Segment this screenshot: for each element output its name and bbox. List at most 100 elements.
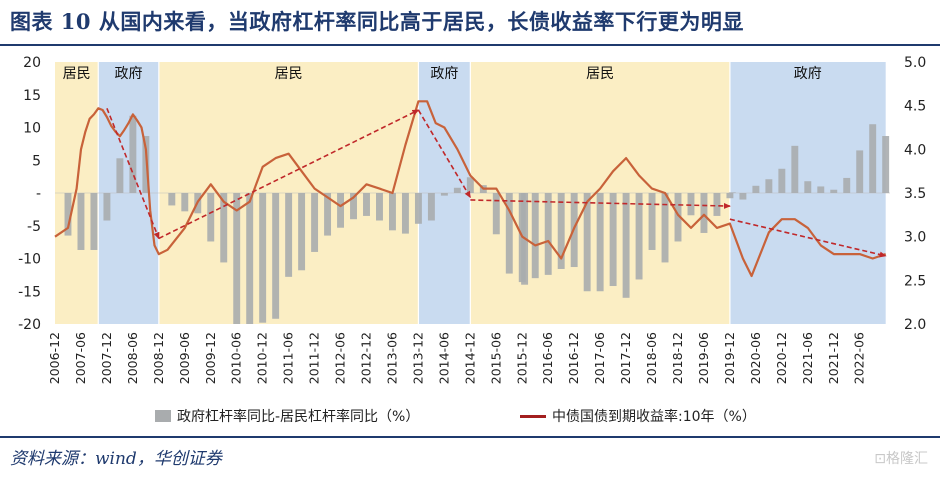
bar [830, 189, 838, 193]
x-tick-label: 2020-06 [748, 332, 763, 384]
x-tick-label: 2016-12 [566, 332, 581, 384]
bar [220, 193, 228, 263]
bar [414, 193, 422, 224]
bar [311, 193, 319, 252]
bar [856, 150, 864, 193]
bar [661, 193, 669, 263]
bar [440, 193, 448, 196]
bar [401, 193, 409, 234]
x-tick-label: 2014-12 [462, 332, 477, 384]
legend-bar-label: 政府杠杆率同比-居民杠杆率同比（%） [177, 409, 420, 425]
bar [557, 193, 565, 269]
chart: 居民 政府 居民 政府 居民 政府 20 15 10 5 - -5 -10 -15 -20 5.0 4.5 4.0… [18, 55, 926, 384]
y-left-tick-label: -20 [18, 317, 41, 333]
bar [765, 179, 773, 193]
bar [64, 193, 72, 236]
bar [596, 193, 604, 292]
source-note: 资料来源：wind，华创证券 [10, 449, 222, 469]
x-tick-label: 2010-12 [255, 332, 270, 384]
x-tick-label: 2007-06 [73, 332, 88, 384]
y-left-tick-label: 15 [23, 88, 41, 104]
footer-rule [0, 436, 940, 438]
bar [272, 193, 280, 319]
x-tick-label: 2008-06 [125, 332, 140, 384]
x-tick-label: 2012-12 [359, 332, 374, 384]
y-right-tick-label: 5.0 [904, 55, 926, 71]
bar [739, 193, 747, 200]
bar [752, 185, 760, 193]
bar [882, 136, 890, 193]
y-right-tick-label: 4.5 [904, 99, 926, 115]
x-tick-label: 2012-06 [333, 332, 348, 384]
bar [129, 115, 137, 193]
x-tick-label: 2021-12 [826, 332, 841, 384]
yield-line [54, 100, 887, 278]
bar [181, 193, 189, 212]
x-tick-label: 2009-12 [203, 332, 218, 384]
y-left-tick-label: -5 [27, 219, 41, 235]
bar [246, 193, 254, 324]
x-tick-label: 2014-06 [436, 332, 451, 384]
bar [285, 193, 293, 277]
bar [648, 193, 656, 250]
regime-label-government: 政府 [794, 66, 822, 82]
x-tick-label: 2019-06 [696, 332, 711, 384]
bar [466, 177, 474, 193]
bar [583, 193, 591, 292]
y-right-tick-label: 3.5 [904, 186, 926, 202]
y-left-tick-label: -15 [18, 284, 41, 300]
x-tick-label: 2013-12 [410, 332, 425, 384]
trend-arrow [729, 218, 887, 258]
legend-item-bar: 政府杠杆率同比-居民杠杆率同比（%） [155, 406, 419, 426]
bar [726, 193, 734, 199]
bar [622, 193, 630, 298]
y-left-tick-label: -10 [18, 252, 41, 268]
x-tick-label: 2010-06 [229, 332, 244, 384]
bar [324, 193, 332, 236]
y-left-tick-label: 20 [23, 55, 41, 71]
x-tick-label: 2007-12 [99, 332, 114, 384]
x-tick-label: 2017-06 [592, 332, 607, 384]
x-tick-label: 2011-06 [281, 332, 296, 384]
y-left-tick-label: 5 [32, 153, 41, 169]
x-tick-label: 2008-12 [151, 332, 166, 384]
regime-label-household: 居民 [275, 66, 303, 82]
bar [103, 193, 111, 221]
bar [453, 187, 461, 193]
x-tick-label: 2006-12 [47, 332, 62, 384]
bar [363, 193, 370, 216]
y-right-tick-label: 2.0 [904, 317, 926, 333]
bar [843, 177, 851, 193]
chart-legend: 政府杠杆率同比-居民杠杆率同比（%） 中债国债到期收益率:10年（%） [0, 406, 940, 428]
y-right-tick-label: 2.5 [904, 273, 926, 289]
bar [728, 192, 736, 193]
bar [804, 181, 812, 193]
legend-line-swatch [520, 414, 546, 418]
trend-arrow [158, 109, 420, 240]
bar [635, 193, 643, 280]
regime-label-household: 居民 [63, 66, 91, 82]
bar [817, 186, 825, 193]
x-tick-label: 2018-06 [644, 332, 659, 384]
x-tick-label: 2011-12 [307, 332, 322, 384]
x-tick-label: 2018-12 [670, 332, 685, 384]
watermark: ⊡格隆汇 [874, 451, 928, 467]
bar [168, 193, 176, 206]
legend-line-label: 中债国债到期收益率:10年（%） [552, 409, 756, 425]
y-right-tick-label: 3.0 [904, 230, 926, 246]
bar [142, 136, 150, 193]
figure-title: 图表 10 从国内来看，当政府杠杆率同比高于居民，长债收益率下行更为明显 [10, 9, 744, 34]
regime-label-household: 居民 [586, 66, 614, 82]
bar [389, 193, 396, 231]
bar [116, 158, 124, 193]
bar [609, 193, 617, 287]
bar [350, 193, 357, 220]
x-tick-label: 2017-12 [618, 332, 633, 384]
trend-arrow [470, 199, 731, 209]
bar [259, 193, 267, 323]
bar [77, 193, 85, 250]
bar [505, 193, 513, 274]
y-right-tick-label: 4.0 [904, 142, 926, 158]
bar [337, 193, 345, 228]
x-tick-label: 2009-06 [177, 332, 192, 384]
